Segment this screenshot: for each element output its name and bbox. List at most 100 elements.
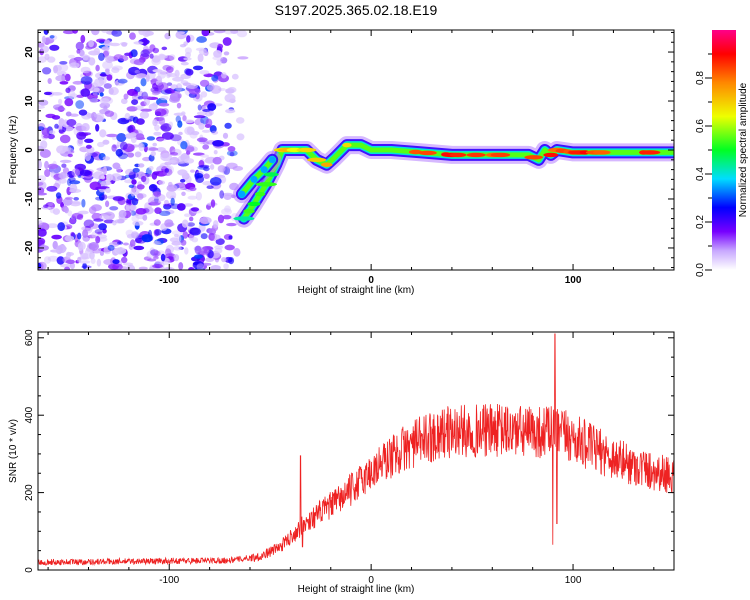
x-tick-label: 0	[368, 575, 374, 586]
noise-blob	[139, 111, 150, 119]
noise-blob	[134, 69, 140, 74]
noise-blob	[148, 154, 155, 162]
noise-blob	[115, 148, 124, 157]
noise-blob	[196, 36, 208, 43]
noise-blob	[173, 254, 180, 262]
noise-blob	[226, 162, 238, 169]
noise-blob	[161, 132, 174, 140]
noise-blob	[184, 126, 195, 136]
spectrogram-y-label: Frequency (Hz)	[8, 116, 19, 185]
noise-blob	[44, 53, 50, 60]
noise-blob	[149, 247, 155, 255]
noise-blob	[193, 115, 206, 119]
colorbar-label: Normalized spectral amplitude	[738, 82, 749, 217]
noise-blob	[229, 151, 235, 157]
noise-blob	[228, 235, 233, 240]
noise-blob	[199, 247, 210, 255]
ridge-bead	[268, 156, 276, 164]
noise-blob	[47, 163, 59, 169]
noise-blob	[112, 263, 123, 270]
noise-blob	[236, 133, 245, 141]
noise-blob	[189, 186, 197, 192]
noise-blob	[202, 144, 210, 150]
noise-blob	[205, 257, 214, 263]
noise-blob	[56, 256, 65, 265]
noise-blob	[98, 52, 105, 62]
noise-blob	[158, 102, 170, 107]
noise-blob	[224, 205, 231, 213]
noise-blob	[106, 74, 113, 81]
noise-blob	[84, 152, 92, 162]
noise-blob	[200, 154, 210, 158]
y-tick-label: 20	[24, 46, 35, 58]
noise-blob	[130, 49, 138, 58]
noise-blob	[181, 111, 186, 116]
noise-blob	[184, 47, 192, 55]
noise-blob	[88, 57, 96, 66]
ridge-bead	[449, 152, 467, 158]
noise-blob	[65, 259, 75, 265]
noise-blob	[95, 236, 101, 244]
noise-blob	[102, 60, 113, 70]
snr-frame	[37, 331, 675, 571]
noise-blob	[124, 52, 132, 56]
noise-blob	[112, 196, 125, 202]
noise-blob	[75, 100, 85, 109]
noise-blob	[215, 238, 225, 246]
noise-blob	[227, 146, 236, 152]
colorbar-tick-label: 0.6	[695, 119, 706, 133]
noise-blob	[51, 115, 61, 120]
noise-blob	[140, 78, 147, 87]
noise-blob	[217, 165, 226, 173]
noise-blob	[99, 92, 104, 97]
noise-blob	[164, 88, 176, 94]
noise-blob	[131, 231, 139, 239]
noise-blob	[80, 76, 93, 85]
noise-blob	[212, 140, 225, 147]
noise-blob	[66, 146, 72, 152]
noise-blob	[141, 37, 148, 47]
spectrogram-noise	[38, 30, 249, 270]
noise-blob	[117, 78, 128, 84]
noise-blob	[219, 190, 225, 199]
noise-blob	[80, 88, 91, 97]
noise-blob	[111, 30, 122, 37]
noise-blob	[164, 168, 169, 173]
noise-blob	[193, 260, 204, 270]
ridge-bead	[307, 157, 327, 162]
colorbar-tick-label: 0.4	[695, 167, 706, 181]
ridge-bead	[418, 150, 437, 156]
noise-blob	[66, 119, 77, 127]
noise-blob	[79, 169, 92, 176]
noise-blob	[66, 178, 72, 186]
noise-blob	[164, 32, 171, 40]
noise-blob	[49, 206, 56, 214]
noise-blob	[174, 69, 180, 78]
noise-blob	[38, 237, 46, 246]
noise-blob	[49, 130, 56, 135]
noise-blob	[134, 105, 144, 111]
noise-blob	[105, 187, 111, 193]
noise-blob	[197, 104, 202, 111]
noise-blob	[132, 167, 140, 173]
noise-blob	[54, 123, 59, 129]
noise-blob	[136, 184, 145, 190]
x-tick-label: -100	[159, 575, 179, 586]
noise-blob	[183, 41, 188, 46]
noise-blob	[125, 203, 130, 212]
noise-blob	[78, 109, 88, 116]
noise-blob	[158, 116, 166, 126]
noise-blob	[130, 188, 136, 197]
noise-blob	[154, 88, 159, 92]
noise-blob	[140, 175, 147, 183]
noise-blob	[152, 47, 160, 54]
noise-blob	[216, 59, 223, 66]
noise-blob	[83, 174, 93, 183]
noise-blob	[224, 244, 235, 251]
noise-blob	[96, 38, 106, 43]
noise-blob	[184, 247, 189, 255]
noise-blob	[199, 79, 210, 87]
noise-blob	[131, 215, 140, 223]
noise-blob	[103, 39, 111, 47]
noise-blob	[148, 184, 158, 192]
